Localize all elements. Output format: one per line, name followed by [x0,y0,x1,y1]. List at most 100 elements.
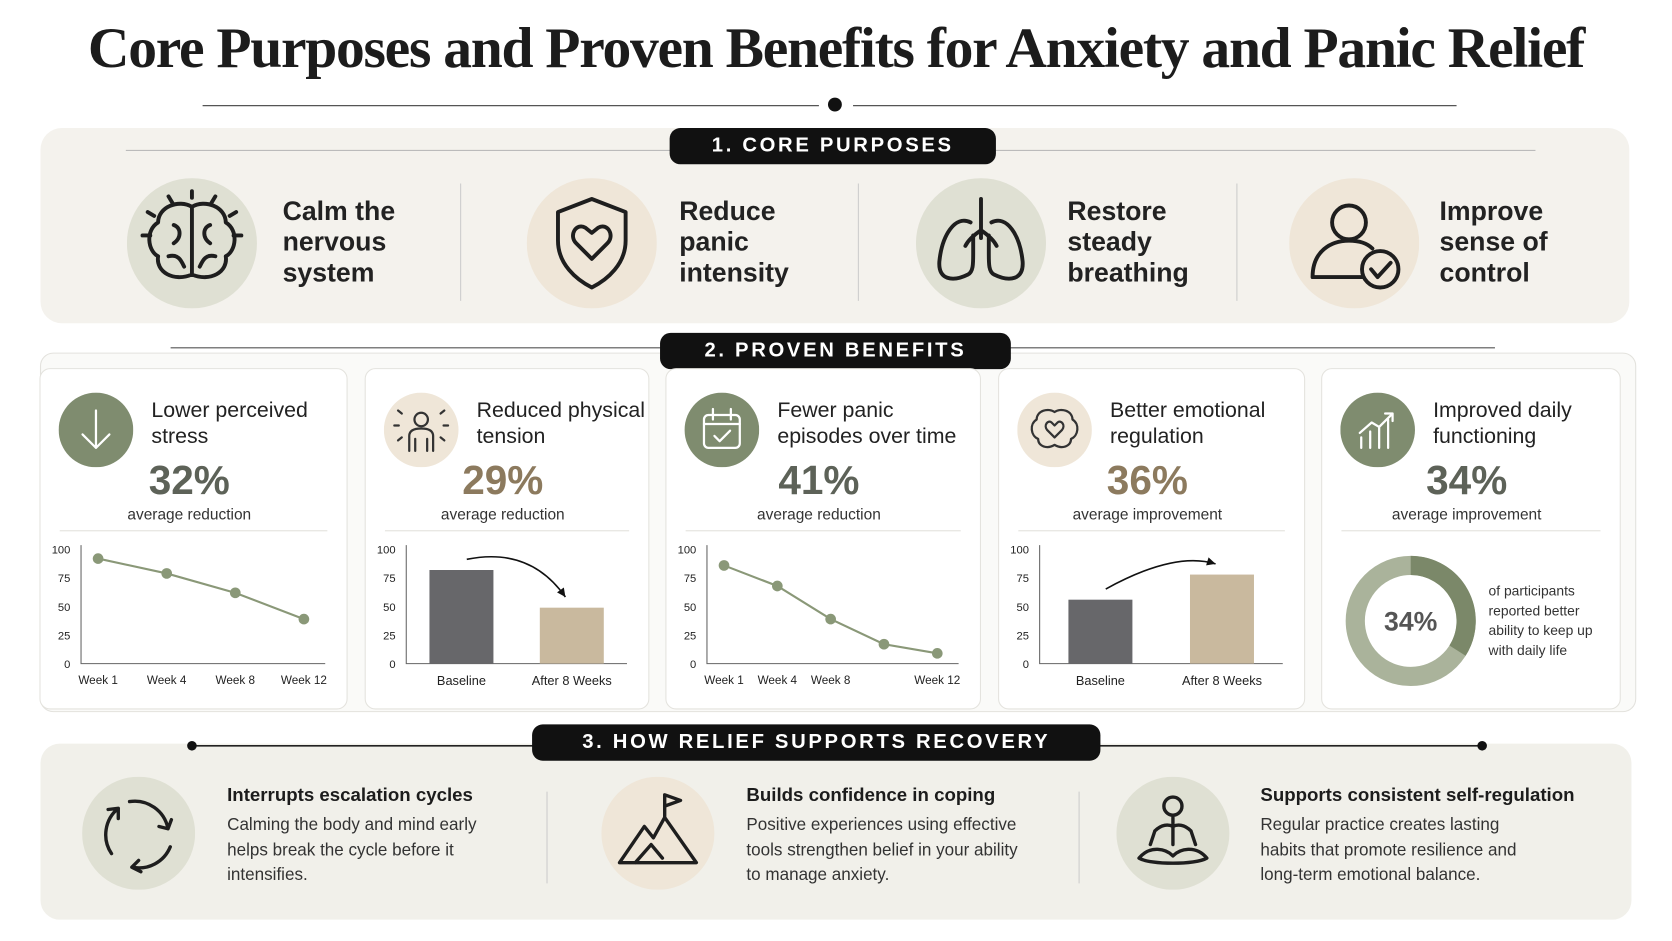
icon [383,392,459,468]
rule-dot [827,97,842,112]
divider [384,530,630,532]
point [772,580,783,592]
x-tick-label: After 8 Weeks [1182,673,1262,688]
y-tick-label: 0 [64,659,70,671]
point [825,613,836,625]
benefit-card: Lower perceived stress 32% average reducti… [39,368,348,710]
benefit-stat-label: average reduction [440,506,565,524]
purpose-text: Reduce panic intensity [679,196,789,289]
bar [1068,599,1133,664]
benefit-stat-label: average reduction [127,506,252,524]
arrow-head [1206,557,1216,566]
icon [58,392,134,468]
benefit-title: Lower perceived stress [151,399,308,449]
y-tick-label: 0 [690,659,696,671]
benefit-stat: 29% [462,458,544,504]
recovery-text: Regular practice creates lasting habits … [1260,816,1517,885]
icon-glyph [393,409,450,452]
y-tick-label: 100 [377,545,396,557]
section-heading: 1. CORE PURPOSES [669,128,996,165]
icon-stroke [1044,420,1065,439]
icon-stroke [1030,408,1079,449]
point [298,613,310,625]
icon-circle [383,392,459,468]
icon-glyph [1310,203,1401,290]
y-tick-label: 0 [1023,659,1029,671]
divider [1341,530,1601,532]
icon-glyph [81,409,111,450]
y-tick-label: 50 [383,602,395,614]
icon-stroke [963,197,999,248]
icon-stroke [1358,412,1394,450]
benefit-card: Improved daily functioning 34% average imp… [1321,368,1621,710]
chart: 0 25 50 75 100 Week 1 Week 4 Week 8 Week 12 [678,545,961,687]
recovery-text: Positive experiences using effective too… [746,816,1018,885]
donut-caption: of participants reported better ability … [1488,582,1593,658]
icon-glyph [1137,795,1209,865]
divider [1018,530,1285,532]
line [97,557,305,621]
chart: 0 25 50 75 100 Week 1 Week 4 Week 8 Week 12 [52,545,327,687]
icon-glyph [617,793,699,865]
icon-stroke [702,413,741,450]
icon [82,776,196,890]
icon-glyph [556,197,628,290]
benefit-stat: 41% [778,458,860,504]
icon-stroke [1137,815,1209,865]
section-heading: 2. PROVEN BENEFITS [660,332,1011,370]
benefit-stat: 32% [148,458,230,504]
benefit-card: Reduced physical tension 29% average reduc… [364,368,650,710]
chart: 0 25 50 75 100 Baseline After 8 Weeks [377,545,627,688]
bar [539,607,604,664]
benefit-stat-label: average improvement [1072,506,1223,524]
point [878,638,890,650]
icon-stroke [702,407,741,443]
icon-glyph [702,407,741,450]
divider [685,530,961,532]
icon-circle [1289,178,1420,309]
y-tick-label: 25 [58,630,70,642]
icon-glyph [937,197,1025,281]
line [723,564,938,655]
y-tick-label: 25 [684,630,696,642]
benefit-stat-label: average improvement [1391,506,1542,524]
icon-stroke [617,793,699,865]
icon-glyph [140,189,244,280]
icon-glyph [1358,412,1394,450]
recovery-text: Calming the body and mind early helps br… [227,816,477,885]
chart: 0 25 50 75 100 Baseline After 8 Weeks [1010,545,1283,688]
icon-glyph [1030,408,1079,449]
benefit-title: Improved daily functioning [1433,399,1572,449]
x-tick-label: Week 4 [758,674,798,687]
icon [1340,392,1415,468]
benefit-title: Better emotional regulation [1110,399,1266,449]
y-tick-label: 50 [1017,602,1029,614]
divider [59,530,328,532]
icon-stroke [1162,795,1184,817]
icon-stroke [81,409,111,450]
axis [80,545,326,665]
x-tick-label: Week 8 [216,674,256,687]
benefit-card: Fewer panic episodes over time 41% average… [665,368,981,710]
benefit-title: Reduced physical tension [476,399,645,449]
icon [915,178,1047,309]
y-tick-label: 75 [58,573,70,585]
x-tick-label: Week 4 [147,674,187,687]
recovery-title: Supports consistent self-regulation [1260,784,1575,806]
icon-circle [915,178,1047,309]
icon-stroke [393,409,450,452]
icon-stroke [147,201,237,280]
y-tick-label: 25 [1017,630,1029,642]
icon [1289,178,1420,309]
purpose-text: Calm the nervous system [282,196,396,289]
y-tick-label: 50 [58,602,70,614]
icon-circle [684,392,760,468]
donut-segment [1410,555,1476,656]
title: Core Purposes and Proven Benefits for An… [87,16,1585,81]
icon [1017,392,1092,468]
bar [429,570,494,664]
icon-stroke [556,197,628,290]
arrow-head [557,587,566,598]
recovery-title: Builds confidence in coping [746,784,996,806]
benefit-stat: 36% [1106,458,1188,504]
